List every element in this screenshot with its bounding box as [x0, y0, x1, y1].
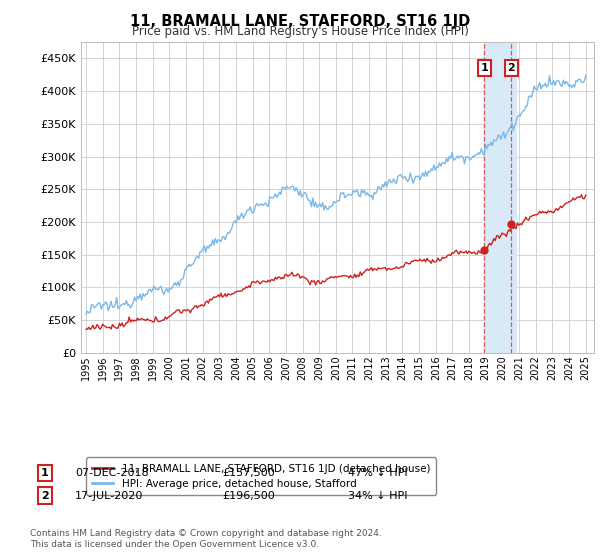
Text: 47% ↓ HPI: 47% ↓ HPI — [348, 468, 407, 478]
Text: Price paid vs. HM Land Registry's House Price Index (HPI): Price paid vs. HM Land Registry's House … — [131, 25, 469, 38]
Text: 07-DEC-2018: 07-DEC-2018 — [75, 468, 149, 478]
Text: 1: 1 — [481, 63, 488, 73]
Legend: 11, BRAMALL LANE, STAFFORD, ST16 1JD (detached house), HPI: Average price, detac: 11, BRAMALL LANE, STAFFORD, ST16 1JD (de… — [86, 458, 436, 495]
Text: £157,500: £157,500 — [222, 468, 275, 478]
Bar — [484, 42, 517, 353]
Text: 34% ↓ HPI: 34% ↓ HPI — [348, 491, 407, 501]
Text: 2: 2 — [41, 491, 49, 501]
Text: £196,500: £196,500 — [222, 491, 275, 501]
Text: 1: 1 — [41, 468, 49, 478]
Text: 11, BRAMALL LANE, STAFFORD, ST16 1JD: 11, BRAMALL LANE, STAFFORD, ST16 1JD — [130, 14, 470, 29]
Text: Contains HM Land Registry data © Crown copyright and database right 2024.
This d: Contains HM Land Registry data © Crown c… — [30, 529, 382, 549]
Text: 2: 2 — [508, 63, 515, 73]
Text: 17-JUL-2020: 17-JUL-2020 — [75, 491, 143, 501]
